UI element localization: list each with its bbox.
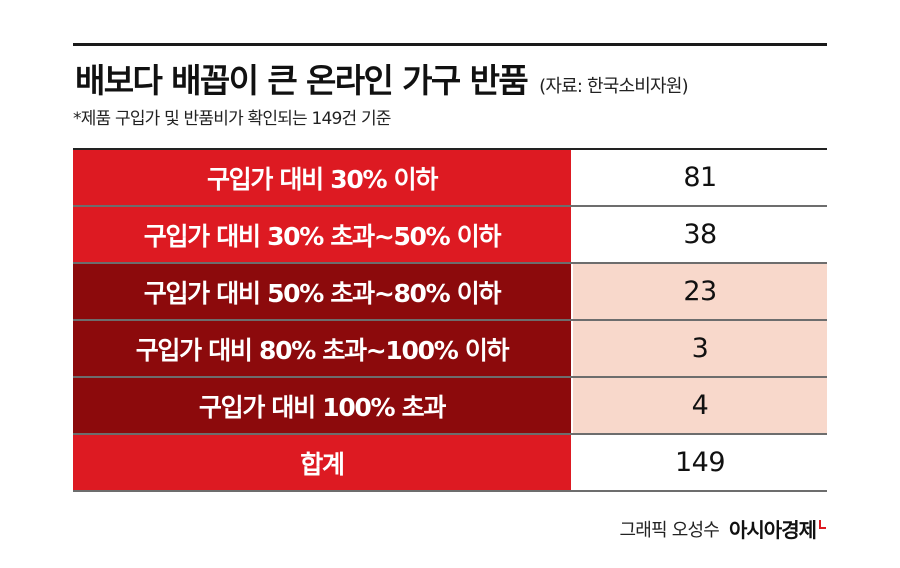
row-value: 3 xyxy=(573,321,827,376)
row-value: 4 xyxy=(573,378,827,433)
row-label: 구입가 대비 30% 초과~50% 이하 xyxy=(73,207,571,262)
top-rule xyxy=(73,43,827,46)
credit: 그래픽 오성수 아시아경제 xyxy=(620,514,827,543)
row-value: 23 xyxy=(573,264,827,319)
table-row: 구입가 대비 100% 초과 4 xyxy=(73,376,827,433)
title-row: 배보다 배꼽이 큰 온라인 가구 반품 (자료: 한국소비자원) xyxy=(75,54,689,102)
brand-logo: 아시아경제 xyxy=(729,518,817,542)
cell-divider xyxy=(571,378,573,433)
cell-divider xyxy=(571,321,573,376)
table-row: 구입가 대비 30% 초과~50% 이하 38 xyxy=(73,205,827,262)
table-row-total: 합계 149 xyxy=(73,433,827,492)
row-value: 81 xyxy=(573,150,827,205)
cell-divider xyxy=(571,264,573,319)
row-value: 38 xyxy=(573,207,827,262)
data-table: 구입가 대비 30% 이하 81 구입가 대비 30% 초과~50% 이하 38… xyxy=(73,148,827,492)
brand-mark-icon xyxy=(819,519,826,529)
cell-divider xyxy=(571,207,573,262)
source-note: (자료: 한국소비자원) xyxy=(539,76,689,97)
table-row: 구입가 대비 80% 초과~100% 이하 3 xyxy=(73,319,827,376)
graphic-credit: 그래픽 오성수 xyxy=(619,519,720,541)
chart-title: 배보다 배꼽이 큰 온라인 가구 반품 xyxy=(75,61,529,100)
footnote: *제품 구입가 및 반품비가 확인되는 149건 기준 xyxy=(73,109,391,129)
cell-divider xyxy=(571,435,573,490)
cell-divider xyxy=(571,150,573,205)
row-label: 구입가 대비 50% 초과~80% 이하 xyxy=(73,264,571,319)
row-label: 구입가 대비 80% 초과~100% 이하 xyxy=(73,321,571,376)
row-label: 구입가 대비 30% 이하 xyxy=(73,150,571,205)
row-label: 구입가 대비 100% 초과 xyxy=(73,378,571,433)
table-row: 구입가 대비 50% 초과~80% 이하 23 xyxy=(73,262,827,319)
table-row: 구입가 대비 30% 이하 81 xyxy=(73,148,827,205)
total-value: 149 xyxy=(573,435,827,490)
total-label: 합계 xyxy=(73,435,571,490)
